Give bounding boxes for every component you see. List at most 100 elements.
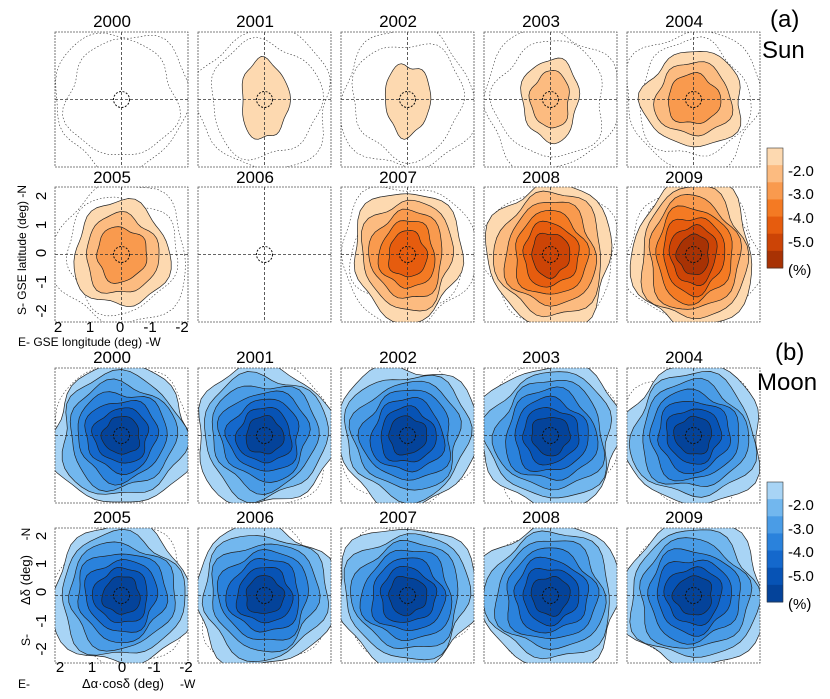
sun-xtick-m1: -1 [143,319,156,336]
moon-disc-marker [685,587,702,604]
sun-panel-2008 [483,186,618,323]
moon-colorbar [766,481,784,603]
moon-level-contour [671,575,713,616]
moon-panel-frame [340,527,475,664]
sun-cbar-label-5: -5.0 [788,234,814,251]
sun-panel-contours-2008 [484,187,617,322]
sun-panel-2005 [54,186,189,323]
moon-cbar-swatch [767,482,783,500]
sun-panel-frame [54,31,189,168]
sun-disc-marker [685,246,702,263]
moon-ylabel-top: -N [19,528,33,541]
moon-title-2006: 2006 [236,508,274,527]
moon-xtick-1: 1 [88,659,96,676]
moon-panel-2005 [54,527,189,664]
moon-panel-contours-2009 [627,528,760,663]
moon-cbar-label-3: -3.0 [788,521,814,538]
sun-year-titles: 2000 2001 2002 2003 2004 2005 2006 2007 … [93,12,703,187]
sun-noise-contour [55,187,186,322]
sun-panel-2004 [626,31,761,168]
sun-panel-frame [483,31,618,168]
moon-disc-marker [399,427,416,444]
sun-cbar-swatch [767,216,783,235]
sun-panel-contours-2007 [341,187,474,322]
sun-title-2007: 2007 [379,168,417,187]
sun-disc-marker [113,246,130,263]
sun-cbar-label-2: -2.0 [788,163,814,180]
moon-xtick-m1: -1 [147,659,160,676]
moon-panel-2001 [197,367,332,504]
sun-cbar-swatch [767,199,783,218]
moon-cbar-swatch [767,533,783,552]
moon-cbar-swatch [767,550,783,569]
sun-panel-frame [626,186,761,323]
moon-panel-frame [340,367,475,504]
sun-title-2001: 2001 [236,12,274,31]
sun-title-2004: 2004 [665,12,703,31]
sun-panel-2001 [197,31,332,168]
moon-panel-contours-2000 [55,368,188,503]
sun-panel-contours-2003 [484,32,617,167]
moon-title-2003: 2003 [522,348,560,367]
moon-xlabel-left: E- [18,677,30,691]
sun-title-2003: 2003 [522,12,560,31]
sun-panel-2007 [340,186,475,323]
sun-panel-contours-2002 [341,32,474,167]
moon-panel-2007 [340,527,475,664]
sun-panel-2000 [54,31,189,168]
sun-cbar-label-4: -4.0 [788,210,814,227]
sun-disc-marker [256,91,273,108]
sun-panel-frame [54,186,189,323]
moon-disc-marker [542,427,559,444]
moon-panel-frame [483,367,618,504]
sun-y-ticks: 2 1 0 -1 -2 [33,192,50,318]
moon-cbar-swatch [767,567,783,586]
sun-ytick-1: 1 [33,221,50,229]
sun-title-2008: 2008 [522,168,560,187]
sun-xtick-2: 2 [54,319,62,336]
sun-title-2002: 2002 [379,12,417,31]
moon-panel-2009 [626,527,761,664]
sun-title-2005: 2005 [93,168,131,187]
sun-level-contour [388,230,429,278]
moon-noise-contour [55,528,186,663]
moon-cbar-frame [766,481,784,603]
moon-panel-frame [54,527,189,664]
moon-cbar-label-4: -4.0 [788,544,814,561]
moon-panel-contours-2005 [55,528,188,663]
moon-panel-2008 [483,527,618,664]
sun-disc-marker [399,91,416,108]
moon-name: Moon [757,369,817,396]
moon-disc-marker [542,587,559,604]
moon-panel-frame [626,527,761,664]
sun-panel-frame [197,186,332,323]
sun-panel-frame [483,186,618,323]
sun-disc-marker [399,246,416,263]
sun-disc-marker [256,246,273,263]
moon-ytick-2: 2 [33,532,50,540]
moon-panel-contours-2003 [484,368,617,503]
sun-noise-contour [62,38,181,155]
moon-panel-2002 [340,367,475,504]
moon-panel-contours-2004 [627,368,760,503]
moon-panel-2000 [54,367,189,504]
moon-level-contour [245,414,285,455]
sun-title-2009: 2009 [665,168,703,187]
moon-panel-2003 [483,367,618,504]
sun-title-2006: 2006 [236,168,274,187]
moon-panel-2004 [626,367,761,504]
sun-panel-frame [197,31,332,168]
moon-panel-frame [626,367,761,504]
moon-panel-contours-2006 [198,528,331,663]
moon-xtick-m2: -2 [179,659,192,676]
sun-panel-contours-2001 [198,32,331,167]
sun-panel-frame [626,31,761,168]
sun-panel-2002 [340,31,475,168]
moon-xlabel: Δα·cosδ (deg) [82,676,164,691]
moon-title-2005: 2005 [93,508,131,527]
moon-disc-marker [113,427,130,444]
sun-noise-contour [351,43,465,164]
sun-panel-frame [340,186,475,323]
moon-title-2001: 2001 [236,348,274,367]
sun-colorbar [766,147,784,269]
